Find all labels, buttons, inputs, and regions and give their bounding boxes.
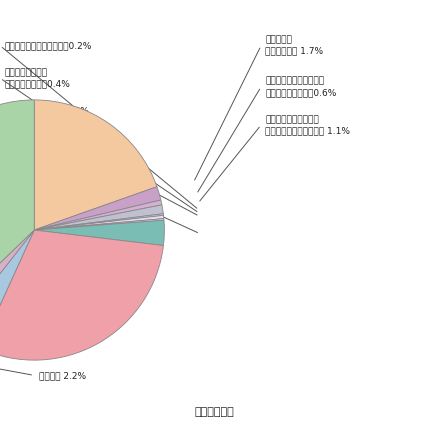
Wedge shape bbox=[0, 230, 34, 332]
Text: ストーカー事案 3.8%: ストーカー事案 3.8% bbox=[4, 347, 68, 356]
Wedge shape bbox=[0, 100, 34, 320]
Text: 交通犯罪 2.2%: 交通犯罪 2.2% bbox=[39, 371, 86, 380]
Wedge shape bbox=[34, 219, 164, 230]
Text: その他の被害者相談・
刑事手続・犯罪の成否等 1.1%: その他の被害者相談・ 刑事手続・犯罪の成否等 1.1% bbox=[265, 115, 351, 135]
Wedge shape bbox=[34, 200, 162, 230]
Wedge shape bbox=[34, 215, 164, 230]
Wedge shape bbox=[34, 100, 157, 230]
Wedge shape bbox=[34, 187, 161, 230]
Text: いじめ・嫌がらせ（職場）0.2%: いじめ・嫌がらせ（職場）0.2% bbox=[4, 41, 92, 50]
Text: 名誉毀損・プライバシー
侵害・差別（人権）0.6%: 名誉毀損・プライバシー 侵害・差別（人権）0.6% bbox=[265, 77, 337, 97]
Text: 生命・
身体犯被害
19.6%: 生命・ 身体犯被害 19.6% bbox=[69, 138, 102, 174]
Text: 配偶者等からの
暴力事案
29.9%: 配偶者等からの 暴力事案 29.9% bbox=[56, 291, 100, 327]
Wedge shape bbox=[34, 214, 163, 230]
Text: セクシャル
ハラスメント 1.7%: セクシャル ハラスメント 1.7% bbox=[265, 36, 324, 56]
Text: 高齢者虐待・障害者虐待 0.2%: 高齢者虐待・障害者虐待 0.2% bbox=[4, 106, 89, 115]
Text: 児童虐待事案 3.1%: 児童虐待事案 3.1% bbox=[4, 138, 62, 147]
Wedge shape bbox=[34, 205, 163, 230]
Text: 提供：法務省: 提供：法務省 bbox=[194, 407, 234, 418]
Wedge shape bbox=[0, 230, 34, 349]
Wedge shape bbox=[0, 230, 163, 360]
Text: いじめ・嫌がらせ
（子ども・学生）0.4%: いじめ・嫌がらせ （子ども・学生）0.4% bbox=[4, 68, 70, 88]
Wedge shape bbox=[34, 220, 164, 246]
